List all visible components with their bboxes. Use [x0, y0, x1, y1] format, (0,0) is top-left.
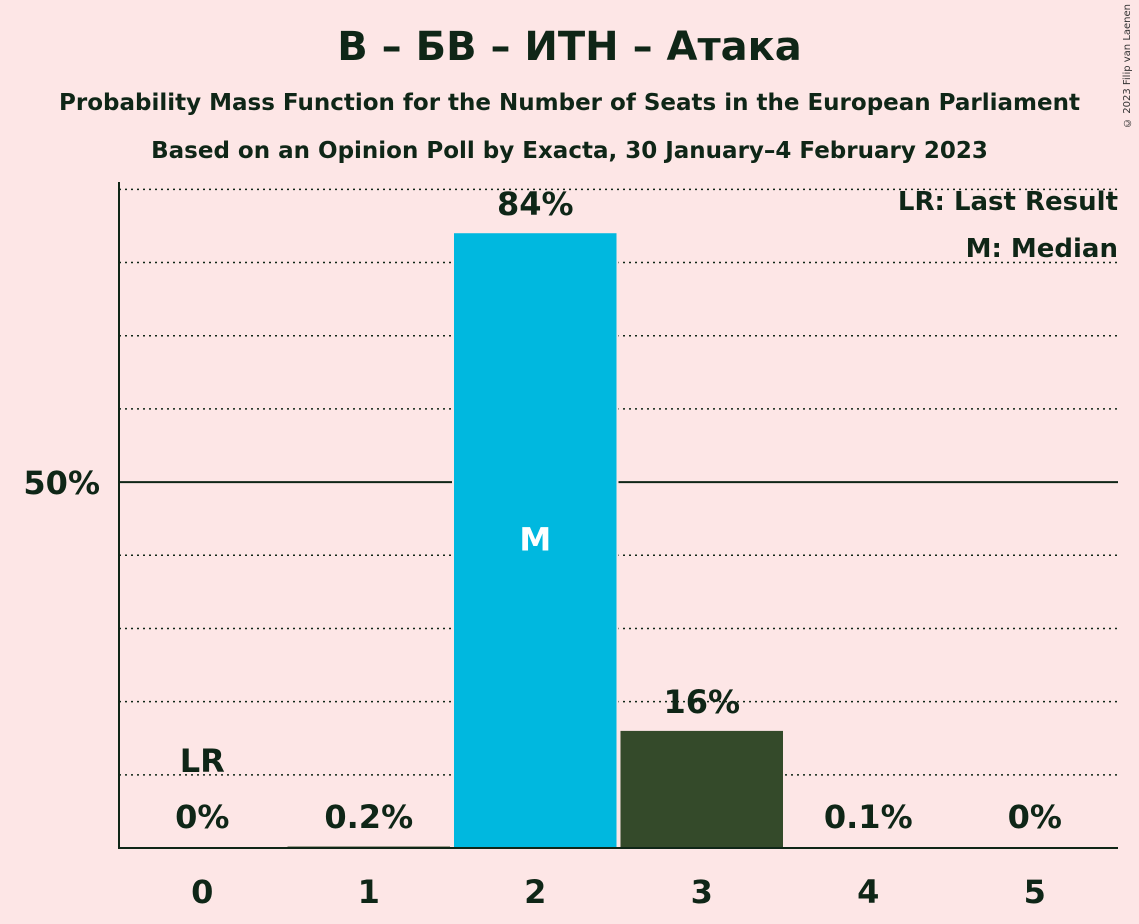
bar-3 [620, 730, 783, 848]
legend-median: M: Median [966, 234, 1118, 264]
median-marker: M [519, 521, 551, 559]
value-label-3: 16% [663, 683, 740, 721]
chart-subtitle: Probability Mass Function for the Number… [59, 90, 1080, 116]
bar-labels: 0% LR 0.2% 84% M 16% 0.1% 0% [175, 185, 1062, 836]
x-tick-3: 3 [691, 873, 713, 911]
value-label-5: 0% [1008, 798, 1062, 836]
chart-title: В – БВ – ИТН – Атака [337, 24, 802, 70]
legend-last-result: LR: Last Result [898, 187, 1118, 217]
x-tick-2: 2 [524, 873, 546, 911]
y-tick-label: 50% [23, 464, 100, 502]
x-tick-5: 5 [1024, 873, 1046, 911]
value-label-1: 0.2% [324, 798, 413, 836]
x-tick-0: 0 [191, 873, 213, 911]
bar-2 [454, 233, 617, 848]
x-tick-4: 4 [857, 873, 879, 911]
bars [285, 233, 952, 848]
chart-source: Based on an Opinion Poll by Exacta, 30 J… [151, 138, 988, 164]
value-label-4: 0.1% [824, 798, 913, 836]
value-label-0: 0% [175, 798, 229, 836]
value-label-2: 84% [497, 185, 574, 223]
x-tick-labels: 0 1 2 3 4 5 [191, 873, 1046, 911]
x-tick-1: 1 [358, 873, 380, 911]
last-result-marker: LR [180, 742, 225, 780]
